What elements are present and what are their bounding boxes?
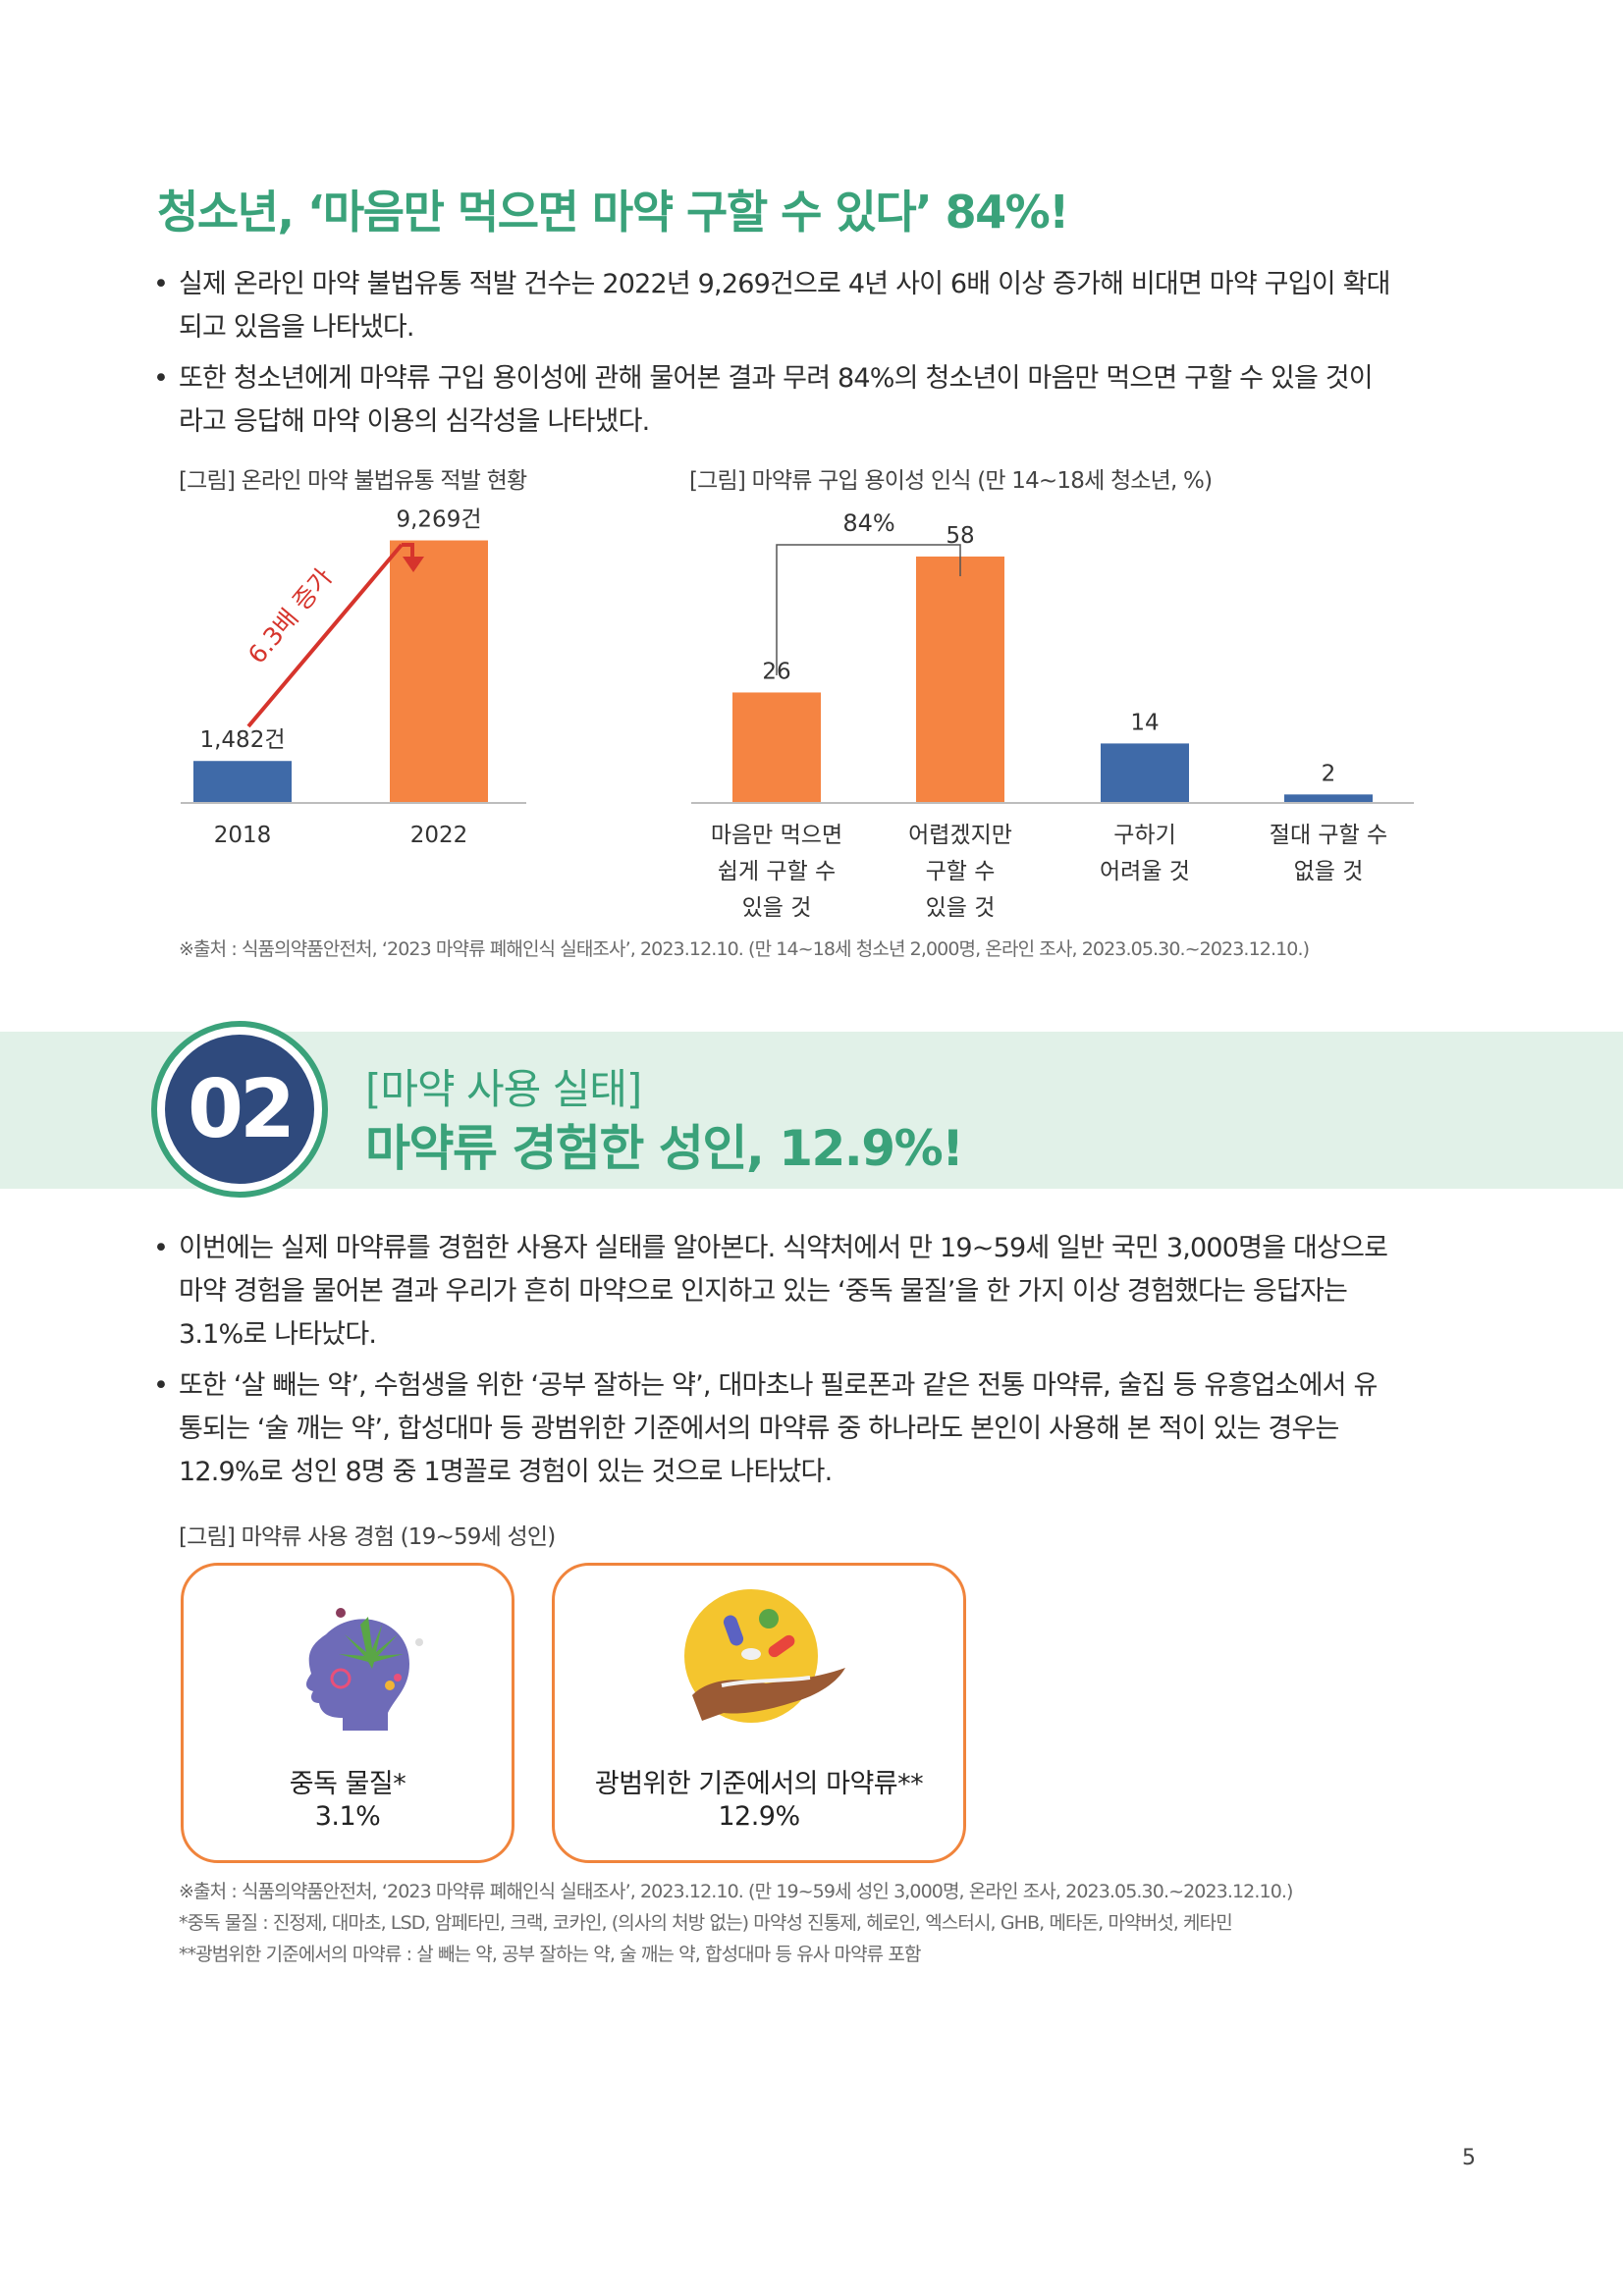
bullet-dot: • <box>153 269 169 299</box>
bullet-line: 또한 청소년에게 마약류 구입 용이성에 관해 물어본 결과 무려 84%의 청… <box>179 363 1374 394</box>
bullet-line: 실제 온라인 마약 불법유통 적발 건수는 2022년 9,269건으로 4년 … <box>179 269 1390 299</box>
section-title: 청소년, ‘마음만 먹으면 마약 구할 수 있다’ 84%! <box>157 186 1069 239</box>
source-note: ※출처 : 식품의약품안전처, ‘2023 마약류 폐해인식 실태조사’, 20… <box>179 1881 1293 1902</box>
chart1-bar-2018 <box>193 761 292 803</box>
chart2-category-label: 없을 것 <box>1294 859 1364 884</box>
growth-arrow <box>246 543 404 728</box>
bullet-dot: • <box>153 1233 169 1263</box>
chart1-caption: [그림] 온라인 마약 불법유통 적발 현황 <box>179 468 527 494</box>
section-number-badge: 02 <box>151 1021 328 1198</box>
bullet-paragraph: • 실제 온라인 마약 불법유통 적발 건수는 2022년 9,269건으로 4… <box>153 263 1485 349</box>
footnote-addictive: *중독 물질 : 진정제, 대마초, LSD, 암페타민, 크랙, 코카인, (… <box>179 1912 1233 1934</box>
chart1-category-label: 2018 <box>214 823 272 848</box>
chart2-category-label: 어려울 것 <box>1100 859 1190 884</box>
chart1-data-label: 9,269건 <box>396 507 481 533</box>
bullet-line: 3.1%로 나타났다. <box>179 1319 377 1350</box>
sum-annotation: 84% <box>842 509 894 537</box>
card-value: 12.9% <box>718 1801 800 1832</box>
page-number: 5 <box>1462 2146 1476 2170</box>
growth-arrow-tip <box>402 543 414 560</box>
bullet-dot: • <box>153 363 169 394</box>
growth-arrow-head <box>403 557 424 572</box>
bullet-line: 12.9%로 성인 8명 중 1명꼴로 경험이 있는 것으로 나타났다. <box>179 1457 833 1487</box>
chart1-bar-2022 <box>390 540 488 803</box>
chart2-data-label: 14 <box>1130 710 1159 735</box>
bullet-line: 또한 ‘살 빼는 약’, 수험생을 위한 ‘공부 잘하는 약’, 대마초나 필로… <box>179 1370 1378 1401</box>
section-number: 02 <box>165 1035 314 1184</box>
chart2-category-label: 구할 수 <box>926 859 996 884</box>
chart2-bar <box>732 692 821 803</box>
chart2-category-label: 쉽게 구할 수 <box>718 859 836 884</box>
chart2-bar <box>1101 743 1189 803</box>
bullet-line: 되고 있음을 나타냈다. <box>179 312 415 343</box>
source-note: ※출처 : 식품의약품안전처, ‘2023 마약류 폐해인식 실태조사’, 20… <box>179 938 1310 960</box>
bullet-paragraph: • 또한 ‘살 빼는 약’, 수험생을 위한 ‘공부 잘하는 약’, 대마초나 … <box>153 1364 1485 1494</box>
figure-caption: [그림] 마약류 사용 경험 (19~59세 성인) <box>179 1524 556 1550</box>
chart2-bar <box>916 556 1004 803</box>
chart1-category-label: 2022 <box>410 823 468 848</box>
growth-annotation: 6.3배 증가 <box>243 563 338 669</box>
hand-pills-icon <box>684 1589 845 1723</box>
section-title: 마약류 경험한 성인, 12.9%! <box>365 1120 964 1177</box>
bullet-line: 통되는 ‘술 깨는 약’, 합성대마 등 광범위한 기준에서의 마약류 중 하나… <box>179 1414 1339 1444</box>
chart2-category-label: 구하기 <box>1113 823 1175 848</box>
sum-bracket <box>776 544 961 675</box>
bullet-line: 라고 응답해 마약 이용의 심각성을 나타냈다. <box>179 406 650 437</box>
chart1-data-label: 1,482건 <box>199 727 285 753</box>
bullet-paragraph: • 이번에는 실제 마약류를 경험한 사용자 실태를 알아본다. 식약처에서 만… <box>153 1227 1485 1357</box>
chart2-category-label: 어렵겠지만 <box>908 823 1012 848</box>
card-label: 광범위한 기준에서의 마약류** <box>594 1769 924 1799</box>
chart-online-trafficking: 1,482건 2018 9,269건 2022 6.3배 증가 <box>181 507 526 848</box>
card-label: 중독 물질* <box>289 1769 406 1799</box>
footnote-broad: **광범위한 기준에서의 마약류 : 살 빼는 약, 공부 잘하는 약, 술 깨… <box>179 1944 921 1965</box>
chart2-caption: [그림] 마약류 구입 용이성 인식 (만 14~18세 청소년, %) <box>689 468 1213 494</box>
chart2-category-label: 마음만 먹으면 <box>711 823 842 848</box>
section-subtitle: [마약 사용 실태] <box>365 1065 642 1113</box>
bullet-line: 이번에는 실제 마약류를 경험한 사용자 실태를 알아본다. 식약처에서 만 1… <box>179 1233 1388 1263</box>
chart2-category-label: 있을 것 <box>926 895 996 918</box>
bullet-line: 마약 경험을 물어본 결과 우리가 흔히 마약으로 인지하고 있는 ‘중독 물질… <box>179 1276 1348 1307</box>
bullet-paragraph: • 또한 청소년에게 마약류 구입 용이성에 관해 물어본 결과 무려 84%의… <box>153 357 1485 444</box>
stat-card-broad: 광범위한 기준에서의 마약류** 12.9% <box>552 1563 966 1863</box>
stat-card-addictive: 중독 물질* 3.1% <box>181 1563 514 1863</box>
chart2-category-label: 절대 구할 수 <box>1270 823 1387 848</box>
card-value: 3.1% <box>314 1801 381 1832</box>
head-cannabis-icon <box>306 1608 423 1731</box>
chart2-data-label: 2 <box>1322 761 1336 786</box>
chart2-category-label: 있을 것 <box>742 895 812 918</box>
bullet-dot: • <box>153 1370 169 1401</box>
chart2-bar <box>1284 794 1373 803</box>
